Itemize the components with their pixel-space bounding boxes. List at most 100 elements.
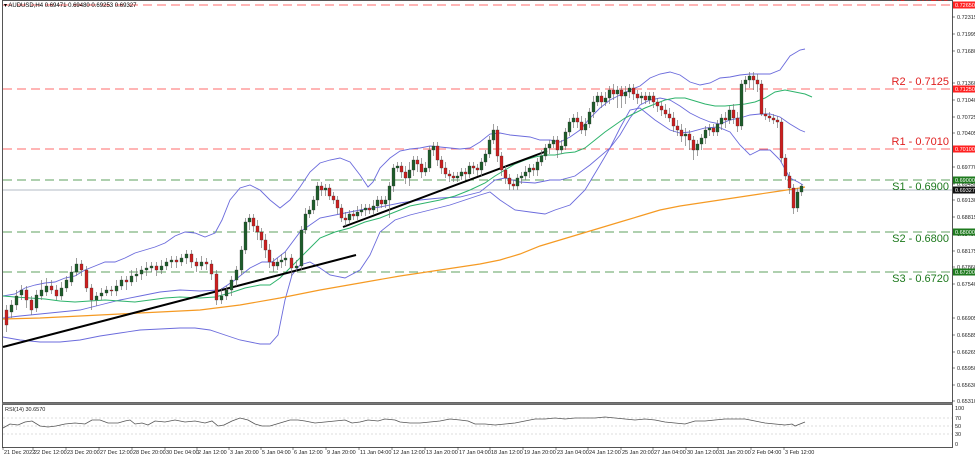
- bear-candle: [503, 169, 508, 179]
- bull-candle: [743, 79, 748, 85]
- level-label-r3: R3 - 0.7265: [892, 0, 949, 4]
- time-tick-label: 27 Jan 04:00: [654, 450, 686, 456]
- bear-candle: [775, 119, 780, 123]
- bear-candle: [735, 117, 740, 127]
- bear-candle: [659, 105, 664, 111]
- bull-candle: [567, 121, 572, 133]
- bull-candle: [371, 205, 376, 211]
- rsi-tick-label: 100: [955, 406, 964, 412]
- bear-candle: [79, 263, 84, 271]
- bear-candle: [327, 187, 332, 197]
- bull-candle: [234, 269, 239, 281]
- bear-candle: [267, 249, 272, 263]
- time-tick-label: 2 Jan 12:00: [198, 450, 227, 456]
- bull-candle: [199, 261, 204, 267]
- bull-candle: [224, 289, 229, 297]
- bull-candle: [363, 207, 368, 211]
- bull-candle: [727, 109, 732, 121]
- level-tag-s3: 0.67200: [955, 270, 975, 276]
- bull-candle: [515, 177, 520, 187]
- bull-candle: [39, 289, 44, 297]
- bull-candle: [535, 161, 540, 171]
- rsi-tick-label: 30: [955, 432, 961, 438]
- price-level-tags: 0.72650 0.71250 0.70100 0.69000 0.68000 0.672…: [953, 1, 975, 276]
- bear-candle: [679, 129, 684, 137]
- bull-candle: [359, 209, 364, 213]
- bull-candle: [571, 117, 576, 123]
- bull-candle: [719, 117, 724, 125]
- price-tick-label: 0.67540: [957, 282, 975, 288]
- collapse-triangle-icon[interactable]: ▾: [4, 3, 8, 9]
- bear-candle: [4, 309, 9, 326]
- price-tick-label: 0.65950: [957, 366, 975, 372]
- price-tick-label: 0.71360: [957, 81, 975, 87]
- time-tick-label: 23 Jan 04:00: [557, 450, 589, 456]
- bull-candle: [355, 211, 360, 217]
- time-tick-label: 6 Jan 12:00: [294, 450, 323, 456]
- bull-candle: [74, 263, 79, 273]
- bear-candle: [611, 89, 616, 95]
- bollinger-upper: [2, 48, 806, 297]
- bear-candle: [599, 95, 604, 103]
- bear-candle: [124, 279, 129, 283]
- bull-candle: [427, 149, 432, 169]
- bull-candle: [164, 261, 169, 267]
- bull-candle: [431, 145, 436, 151]
- bull-candle: [119, 279, 124, 287]
- level-label-r2: R2 - 0.7125: [891, 76, 949, 88]
- bear-candle: [463, 171, 468, 175]
- bull-candle: [315, 185, 320, 201]
- bear-candle: [367, 207, 372, 211]
- bull-candle: [603, 97, 608, 103]
- bear-candle: [787, 175, 792, 189]
- bear-candle: [755, 79, 760, 85]
- bull-candle: [283, 257, 288, 261]
- time-tick-label: 24 Jan 12:00: [589, 450, 621, 456]
- trendline-short[interactable]: [342, 150, 548, 228]
- bull-candle: [149, 265, 154, 269]
- level-tag-r1: 0.70100: [955, 147, 975, 153]
- bull-candle: [179, 257, 184, 263]
- bull-candle: [639, 95, 644, 99]
- bear-candle: [691, 139, 696, 151]
- bear-candle: [24, 289, 29, 301]
- bull-candle: [239, 249, 244, 271]
- rsi-indicator: RSI(14) 30.6570: [2, 407, 952, 435]
- bear-candle: [439, 159, 444, 169]
- bull-candle: [627, 87, 632, 93]
- price-tick-label: 0.68815: [957, 215, 975, 221]
- bear-candle: [89, 287, 94, 301]
- bull-candle: [114, 285, 119, 292]
- bear-candle: [499, 155, 504, 171]
- bull-candle: [411, 159, 416, 171]
- level-tag-r2: 0.71250: [955, 87, 975, 93]
- price-tick-label: 0.67860: [957, 265, 975, 271]
- bull-candle: [311, 199, 316, 211]
- bull-candle: [69, 271, 74, 283]
- bull-candle: [19, 289, 24, 296]
- price-axis: 0.72315 0.71995 0.71680 0.71360 0.71040 0.707…: [952, 15, 975, 405]
- bull-candle: [551, 139, 556, 145]
- time-tick-label: 30 Jan 12:00: [687, 450, 719, 456]
- price-tick-label: 0.72315: [957, 15, 975, 21]
- level-label-s2: S2 - 0.6800: [892, 233, 949, 245]
- bear-candle: [711, 127, 716, 133]
- time-tick-label: 22 Dec 12:00: [34, 450, 67, 456]
- bear-candle: [531, 167, 536, 171]
- bear-candle: [443, 167, 448, 175]
- time-tick-label: 18 Jan 12:00: [491, 450, 523, 456]
- bear-candle: [671, 117, 676, 127]
- bull-candle: [595, 95, 600, 103]
- bull-candle: [523, 171, 528, 177]
- bull-candle: [467, 165, 472, 175]
- trendline-long[interactable]: [2, 254, 357, 348]
- bear-candle: [415, 159, 420, 165]
- bear-candle: [319, 185, 324, 191]
- rsi-pane[interactable]: [2, 404, 953, 448]
- main-pane[interactable]: [2, 0, 953, 403]
- bull-candle: [134, 273, 139, 277]
- time-tick-label: 17 Jan 04:00: [459, 450, 491, 456]
- moving-average-mid: [2, 89, 813, 303]
